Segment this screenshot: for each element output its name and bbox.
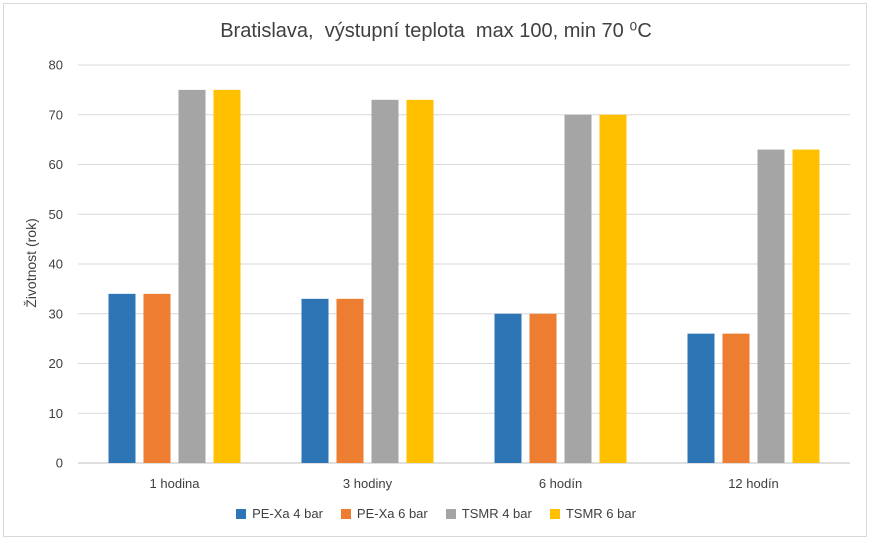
- legend: PE-Xa 4 bar PE-Xa 6 bar TSMR 4 bar TSMR 6 b…: [0, 506, 872, 521]
- bar: [178, 89, 206, 463]
- y-tick-label: 10: [49, 406, 63, 421]
- legend-item: PE-Xa 4 bar: [236, 506, 323, 521]
- y-tick-label: 60: [49, 157, 63, 172]
- legend-swatch: [236, 508, 247, 519]
- legend-item: TSMR 4 bar: [445, 506, 532, 521]
- bar: [494, 313, 522, 463]
- y-tick-label: 0: [56, 456, 63, 471]
- x-tick-labels: 1 hodina 3 hodiny 6 hodín 12 hodín: [150, 476, 779, 491]
- legend-label: TSMR 4 bar: [461, 506, 532, 521]
- x-tick-label: 1 hodina: [150, 476, 201, 491]
- y-tick-label: 70: [49, 107, 63, 122]
- bar: [108, 293, 136, 463]
- legend-swatch: [445, 508, 456, 519]
- y-tick-label: 30: [49, 306, 63, 321]
- y-tick-label: 20: [49, 356, 63, 371]
- bar: [371, 99, 399, 463]
- bar: [213, 89, 241, 463]
- x-tick-label: 6 hodín: [539, 476, 582, 491]
- legend-swatch: [549, 508, 560, 519]
- y-tick-label: 50: [49, 207, 63, 222]
- legend-label: TSMR 6 bar: [565, 506, 636, 521]
- bar: [757, 149, 785, 463]
- x-tick-label: 12 hodín: [728, 476, 779, 491]
- bar: [301, 298, 329, 463]
- bar: [336, 298, 364, 463]
- y-tick-label: 40: [49, 257, 63, 272]
- legend-swatch: [340, 508, 351, 519]
- y-tick-label: 80: [49, 58, 63, 73]
- legend-item: TSMR 6 bar: [549, 506, 636, 521]
- gridlines: [78, 64, 850, 464]
- legend-label: PE-Xa 4 bar: [252, 506, 323, 521]
- y-tick-labels: 0 10 20 30 40 50 60 70 80: [49, 58, 63, 471]
- y-axis-label: Životnost (rok): [23, 218, 39, 307]
- legend-item: PE-Xa 6 bar: [340, 506, 428, 521]
- bar: [564, 114, 592, 463]
- legend-label: PE-Xa 6 bar: [356, 506, 428, 521]
- bars: [108, 89, 820, 463]
- bar: [599, 114, 627, 463]
- bar: [687, 333, 715, 463]
- x-tick-label: 3 hodiny: [343, 476, 393, 491]
- bar: [529, 313, 557, 463]
- bar: [722, 333, 750, 463]
- bar: [792, 149, 820, 463]
- chart-title: Bratislava, výstupní teplota max 100, mi…: [220, 20, 652, 42]
- bar: [143, 293, 171, 463]
- bar: [406, 99, 434, 463]
